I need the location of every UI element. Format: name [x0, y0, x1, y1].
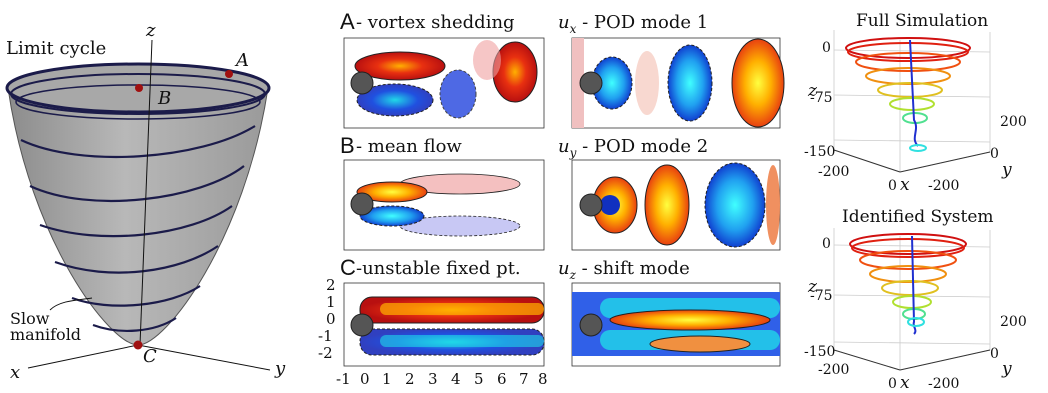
mode-1-title: ux - POD mode 1	[558, 12, 708, 36]
point-c-marker	[133, 340, 143, 350]
z-tick: 0	[822, 236, 831, 252]
slow-manifold-label-line2: manifold	[10, 325, 81, 344]
y-axis	[137, 344, 271, 371]
y-tick: -2	[318, 344, 333, 362]
full-sim-title: Full Simulation	[856, 11, 988, 31]
identified-system-plot: Identified System z 0 -75 -150 -200 0 x	[804, 207, 1027, 393]
mode-2-sub: y	[569, 146, 577, 160]
x-tick: -200	[818, 164, 849, 180]
x-axis-label: x	[10, 362, 20, 383]
y-tick: 0	[990, 346, 999, 362]
limit-cycle-label: Limit cycle	[6, 38, 106, 59]
x-tick: 4	[451, 370, 461, 388]
x-tick: 7	[519, 370, 529, 388]
z-tick: -150	[804, 144, 835, 160]
panel-b-letter: B	[340, 133, 355, 158]
x-tick: 1	[382, 370, 392, 388]
panel-c-letter: C	[340, 255, 356, 280]
panel-a-title: - vortex shedding	[356, 12, 515, 33]
panel-b-title: - mean flow	[356, 136, 462, 157]
panel-c-y-ticks: 2 1 0 -1 -2	[318, 276, 336, 362]
panel-a-letter: A	[340, 9, 355, 34]
mode-3-var: u	[558, 258, 570, 279]
panel-b-plot	[343, 159, 545, 251]
mode-2-var: u	[558, 136, 570, 157]
x-axis	[27, 344, 139, 369]
mode-panels: ux - POD mode 1 uy - POD mode 2 uz - s	[558, 12, 785, 367]
full-simulation-plot: Full Simulation z 0 -75 -150 -200 0	[804, 11, 1027, 195]
y-axis-label: y	[274, 358, 286, 379]
mode-3-title: uz - shift mode	[558, 258, 690, 282]
x-tick: 8	[538, 370, 548, 388]
panel-c-x-ticks: -1 0 1 2 3 4 5 6 7 8	[336, 370, 548, 388]
y-tick: -200	[928, 376, 959, 392]
y-tick: 0	[326, 310, 336, 328]
mode-1-var: u	[558, 12, 570, 33]
mode-1-sub: x	[570, 22, 577, 36]
point-c-label: C	[143, 346, 157, 367]
z-label: z	[807, 81, 818, 101]
z-tick: -75	[810, 288, 833, 304]
point-b-marker	[135, 84, 143, 92]
panel-c-plot	[343, 282, 545, 367]
x-label: x	[900, 373, 910, 393]
z-tick: -75	[810, 90, 833, 106]
z-tick: 0	[822, 40, 831, 56]
x-tick: -200	[818, 362, 849, 378]
slow-manifold-arrow	[49, 297, 93, 311]
flow-panels: A - vortex shedding B - mean flow C -uns…	[318, 9, 548, 388]
mode-3-plot	[571, 282, 781, 367]
identified-title: Identified System	[842, 207, 994, 227]
x-tick: 0	[888, 376, 897, 392]
x-tick: 2	[405, 370, 415, 388]
mode-3-sub: z	[569, 268, 577, 282]
y-tick: 0	[990, 146, 999, 162]
z-axis	[139, 39, 153, 346]
y-label: y	[1001, 359, 1012, 379]
paraboloid-panel: z x y A B C Limit cycle Slow manifold	[5, 20, 286, 383]
point-a-label: A	[234, 50, 249, 71]
slow-manifold-surface	[7, 87, 269, 346]
y-tick: 200	[1000, 314, 1027, 330]
y-tick: 1	[326, 293, 336, 311]
y-tick: 200	[1000, 114, 1027, 130]
x-tick: 0	[888, 178, 897, 194]
panel-a-plot	[343, 37, 545, 129]
z-label: z	[807, 277, 818, 297]
y-tick: -200	[928, 178, 959, 194]
x-tick: 3	[428, 370, 438, 388]
mode-2-title: uy - POD mode 2	[558, 136, 708, 160]
y-tick: -1	[318, 327, 333, 345]
slow-manifold-label-line1: Slow	[10, 309, 50, 328]
point-a-marker	[225, 70, 233, 78]
mode-1-plot	[571, 37, 785, 129]
z-tick: -150	[804, 344, 835, 360]
z-axis-label: z	[145, 20, 156, 41]
mode-1-text: - POD mode 1	[576, 12, 708, 33]
mode-2-plot	[571, 159, 781, 251]
x-tick: 6	[497, 370, 507, 388]
x-tick: 5	[474, 370, 484, 388]
x-tick: 0	[360, 370, 370, 388]
x-tick: -1	[336, 370, 351, 388]
mode-2-text: - POD mode 2	[576, 136, 708, 157]
y-tick: 2	[326, 276, 336, 294]
x-label: x	[900, 175, 910, 195]
y-label: y	[1001, 160, 1012, 180]
mode-3-text: - shift mode	[576, 258, 690, 279]
panel-c-title: -unstable fixed pt.	[356, 258, 521, 279]
point-b-label: B	[157, 88, 171, 109]
